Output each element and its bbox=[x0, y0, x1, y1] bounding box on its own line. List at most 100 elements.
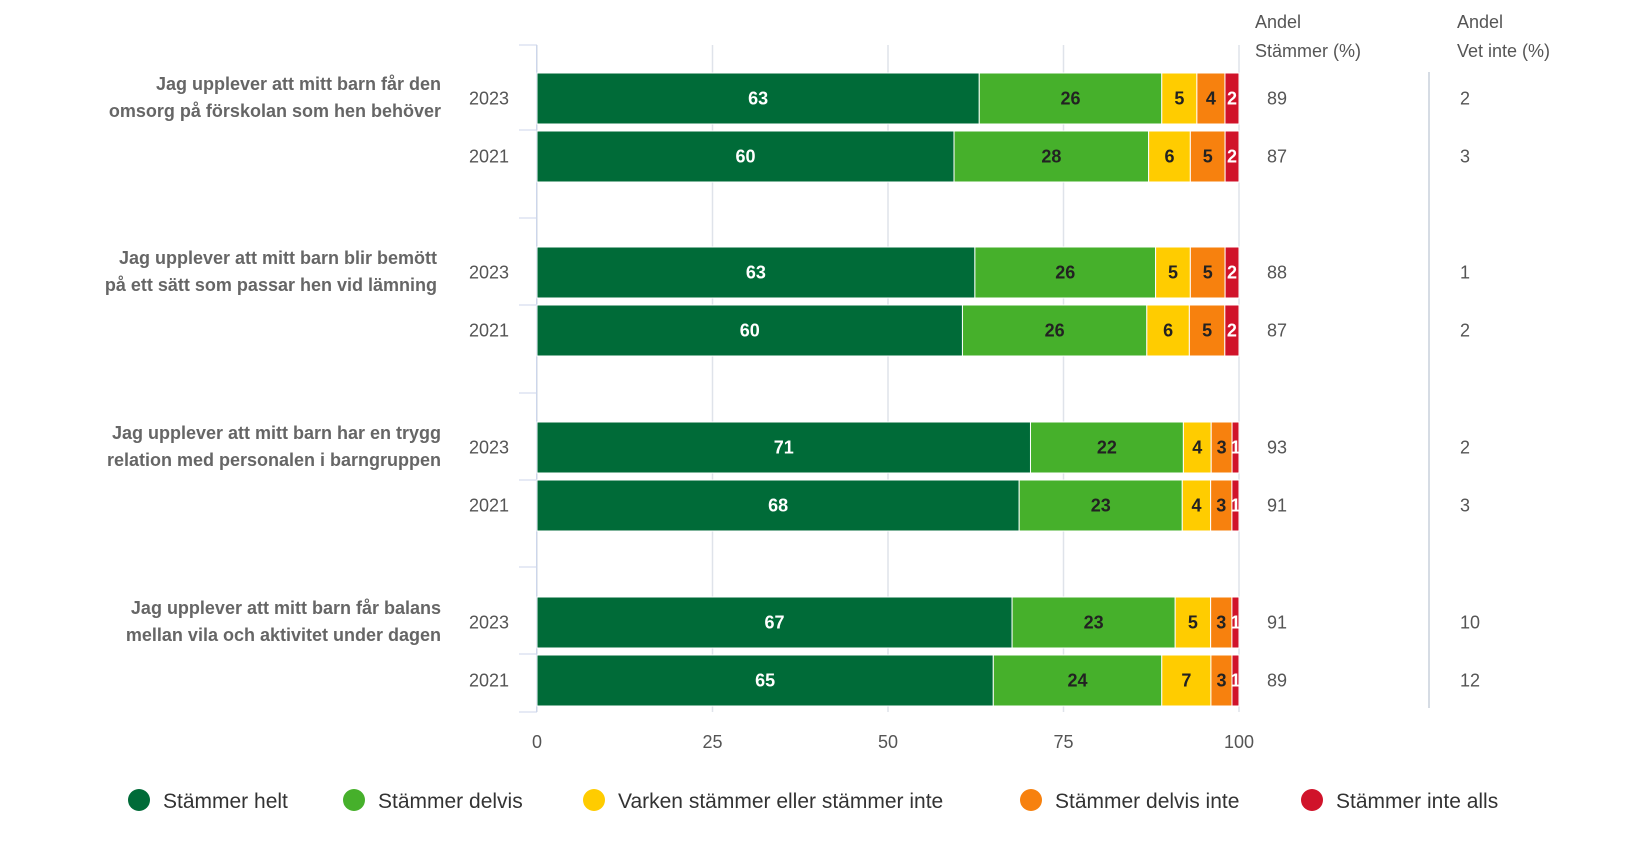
column-header: Andel bbox=[1457, 12, 1503, 32]
bar-segment bbox=[536, 130, 955, 183]
data-label: 26 bbox=[1045, 321, 1065, 341]
legend-label: Stämmer delvis bbox=[378, 790, 523, 813]
bar-segment bbox=[1161, 654, 1212, 707]
bar-segment bbox=[536, 479, 1020, 532]
data-label: 5 bbox=[1188, 613, 1198, 633]
bar-segment bbox=[961, 304, 1148, 357]
data-label: 65 bbox=[755, 671, 775, 691]
stammer-value: 91 bbox=[1267, 496, 1287, 516]
data-label: 63 bbox=[746, 263, 766, 283]
bar-segment bbox=[1148, 130, 1191, 183]
bar-segment bbox=[1231, 421, 1240, 474]
data-label: 6 bbox=[1163, 321, 1173, 341]
data-label: 68 bbox=[768, 496, 788, 516]
bar-segment bbox=[1224, 72, 1240, 125]
bar-segment bbox=[536, 596, 1013, 649]
bar-segment bbox=[536, 304, 963, 357]
year-label: 2023 bbox=[469, 613, 509, 633]
question-label: Jag upplever att mitt barn får balans bbox=[131, 598, 441, 618]
year-label: 2023 bbox=[469, 263, 509, 283]
bar-segment bbox=[1181, 479, 1212, 532]
column-header: Andel bbox=[1255, 12, 1301, 32]
row-labels: Jag upplever att mitt barn får den omsorg… bbox=[105, 74, 509, 691]
question-label: Jag upplever att mitt barn har en trygg bbox=[112, 423, 441, 443]
x-tick-label: 25 bbox=[702, 732, 722, 752]
legend-label: Stämmer delvis inte bbox=[1055, 790, 1239, 813]
question-label: omsorg på förskolan som hen behöver bbox=[109, 101, 441, 121]
question-label: Jag upplever att mitt barn blir bemött bbox=[119, 248, 437, 268]
column-header: Vet inte (%) bbox=[1457, 41, 1550, 61]
vet-inte-value: 2 bbox=[1460, 438, 1470, 458]
stammer-value: 87 bbox=[1267, 321, 1287, 341]
data-label: 23 bbox=[1084, 613, 1104, 633]
bar-segment bbox=[992, 654, 1163, 707]
data-label: 5 bbox=[1203, 147, 1213, 167]
legend-marker bbox=[1301, 789, 1323, 811]
question-label: relation med personalen i barngruppen bbox=[107, 450, 441, 470]
year-label: 2021 bbox=[469, 321, 509, 341]
bar-segment bbox=[1018, 479, 1183, 532]
data-label: 2 bbox=[1227, 147, 1237, 167]
legend-marker bbox=[1020, 789, 1042, 811]
legend: Stämmer helt Stämmer delvis Varken stämmer… bbox=[128, 789, 1498, 813]
data-label: 22 bbox=[1097, 438, 1117, 458]
legend-label: Varken stämmer eller stämmer inte bbox=[618, 790, 943, 813]
bar-segment bbox=[1189, 130, 1226, 183]
year-label: 2023 bbox=[469, 438, 509, 458]
data-label: 5 bbox=[1202, 321, 1212, 341]
bar-segment bbox=[536, 72, 980, 125]
question-label: Jag upplever att mitt barn får den bbox=[156, 74, 441, 94]
bar-segment bbox=[1174, 596, 1212, 649]
year-label: 2021 bbox=[469, 671, 509, 691]
bar-segment bbox=[1011, 596, 1176, 649]
question-label: på ett sätt som passar hen vid lämning bbox=[105, 275, 437, 295]
data-label: 4 bbox=[1192, 438, 1202, 458]
x-tick-label: 75 bbox=[1053, 732, 1073, 752]
bar-segment bbox=[1161, 72, 1198, 125]
data-label: 7 bbox=[1181, 671, 1191, 691]
data-label: 2 bbox=[1227, 321, 1237, 341]
vet-inte-value: 3 bbox=[1460, 147, 1470, 167]
bar-segment bbox=[1224, 130, 1240, 183]
data-label: 28 bbox=[1041, 147, 1061, 167]
data-label: 5 bbox=[1168, 263, 1178, 283]
data-label: 26 bbox=[1061, 89, 1081, 109]
data-label: 1 bbox=[1230, 496, 1240, 516]
bar-segment bbox=[536, 421, 1031, 474]
data-label: 60 bbox=[740, 321, 760, 341]
stammer-value: 89 bbox=[1267, 89, 1287, 109]
x-tick-label: 50 bbox=[878, 732, 898, 752]
bar-segment bbox=[1029, 421, 1184, 474]
bar-segment bbox=[536, 654, 994, 707]
data-label: 23 bbox=[1091, 496, 1111, 516]
bar-segment bbox=[974, 246, 1157, 299]
stammer-value: 87 bbox=[1267, 147, 1287, 167]
data-label: 24 bbox=[1068, 671, 1088, 691]
data-label: 6 bbox=[1164, 147, 1174, 167]
x-tick-label: 100 bbox=[1224, 732, 1254, 752]
data-label: 71 bbox=[774, 438, 794, 458]
legend-label: Stämmer helt bbox=[163, 790, 288, 813]
year-label: 2023 bbox=[469, 89, 509, 109]
data-label: 26 bbox=[1055, 263, 1075, 283]
bars: 63 26 5 4 260 28 6 5 263 26 5 5 260 26 6 5 271 22 4 3 168 23 4… bbox=[536, 72, 1241, 707]
vet-inte-value: 1 bbox=[1460, 263, 1470, 283]
x-axis: 0 25 50 75 100 bbox=[532, 732, 1254, 752]
vet-inte-value: 3 bbox=[1460, 496, 1470, 516]
summary-columns: Andel Stämmer (%) Andel Vet inte (%) 89 2 87 3 8… bbox=[1255, 12, 1550, 691]
data-label: 5 bbox=[1174, 89, 1184, 109]
bar-segment bbox=[1231, 654, 1240, 707]
bar-segment bbox=[1224, 304, 1240, 357]
data-label: 3 bbox=[1216, 613, 1226, 633]
legend-label: Stämmer inte alls bbox=[1336, 790, 1498, 813]
vet-inte-value: 10 bbox=[1460, 613, 1480, 633]
stammer-value: 88 bbox=[1267, 263, 1287, 283]
data-label: 63 bbox=[748, 89, 768, 109]
data-label: 3 bbox=[1216, 671, 1226, 691]
bar-segment bbox=[953, 130, 1150, 183]
bar-segment bbox=[1224, 246, 1240, 299]
legend-marker bbox=[583, 789, 605, 811]
stammer-value: 91 bbox=[1267, 613, 1287, 633]
data-label: 5 bbox=[1203, 263, 1213, 283]
